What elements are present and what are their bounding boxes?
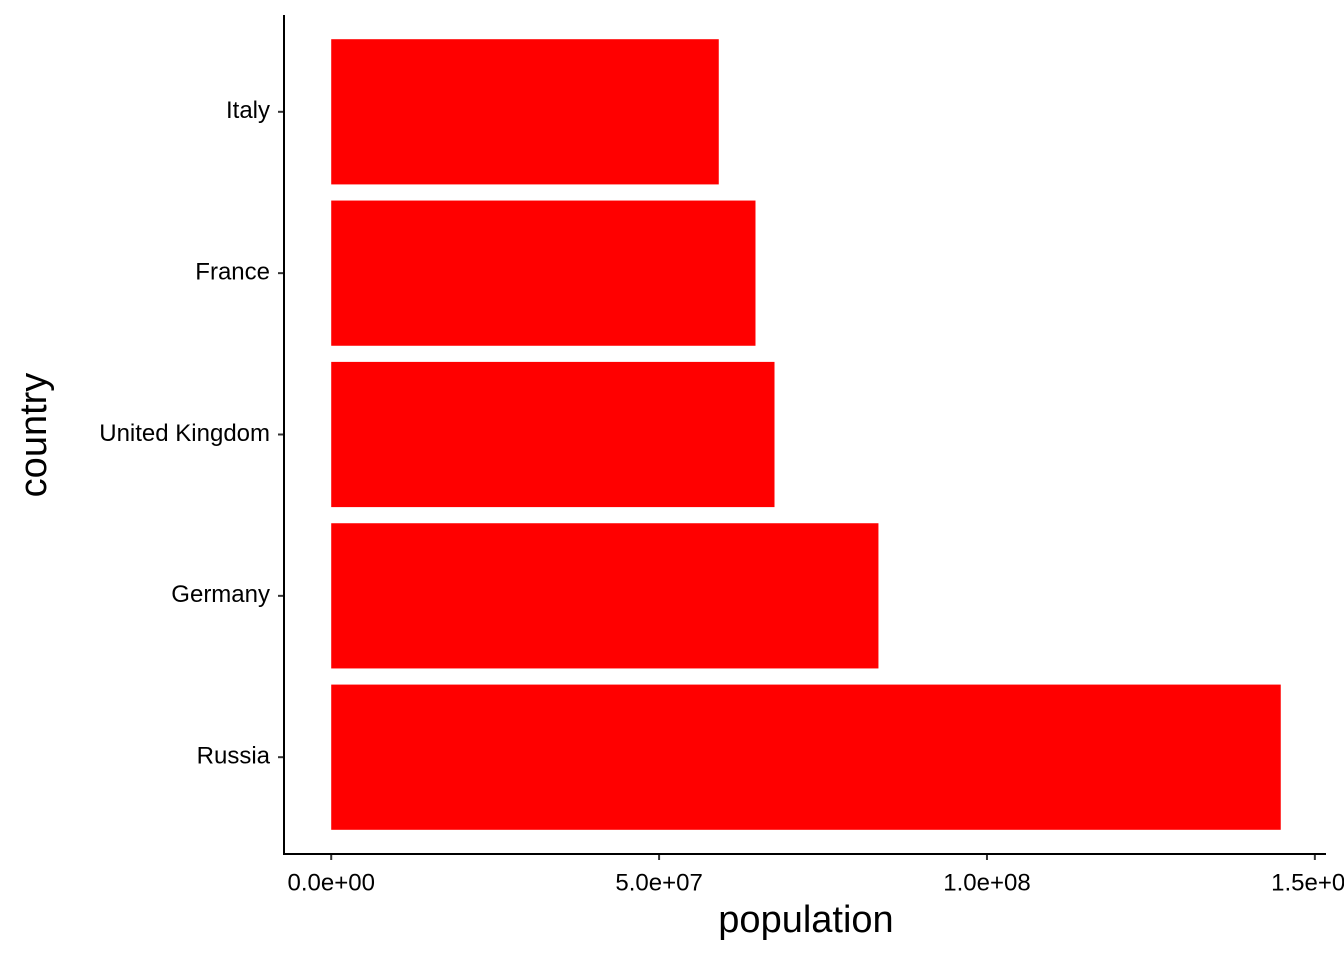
y-tick-label: Germany: [171, 581, 270, 608]
y-tick-label: United Kingdom: [99, 420, 270, 447]
y-tick-label: Italy: [226, 97, 270, 124]
x-tick-label: 0.0e+00: [288, 869, 375, 896]
x-axis-title: population: [718, 899, 893, 941]
bar: [331, 39, 719, 185]
bar: [331, 200, 756, 346]
bar: [331, 523, 879, 669]
y-tick-label: Russia: [197, 743, 271, 770]
y-tick-label: France: [195, 258, 270, 285]
x-tick-label: 1.0e+08: [943, 869, 1030, 896]
y-axis-title: country: [13, 373, 55, 498]
x-tick-label: 5.0e+07: [615, 869, 702, 896]
bar: [331, 361, 775, 508]
x-tick-label: 1.5e+08: [1271, 869, 1344, 896]
bar: [331, 684, 1281, 830]
